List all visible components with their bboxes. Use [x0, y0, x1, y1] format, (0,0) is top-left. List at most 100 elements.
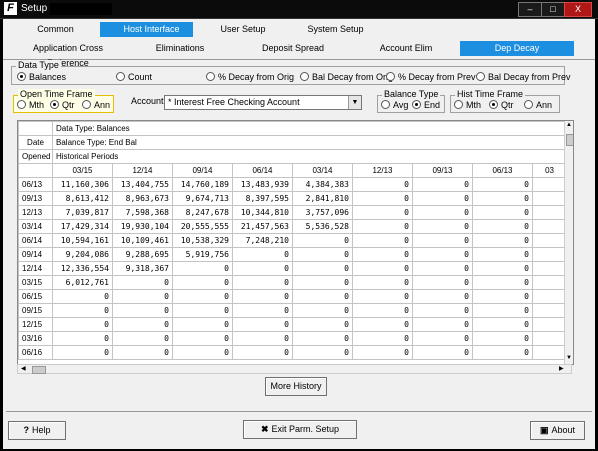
scroll-right-icon[interactable]: ▶	[559, 366, 564, 372]
value-cell[interactable]: 5,536,528	[292, 219, 353, 234]
value-cell[interactable]: 0	[412, 205, 473, 220]
value-cell[interactable]: 0	[352, 345, 413, 360]
value-cell[interactable]: 0	[412, 247, 473, 262]
value-cell[interactable]: 0	[172, 275, 233, 290]
value-cell[interactable]	[531, 219, 568, 234]
value-cell[interactable]: 0	[52, 303, 113, 318]
value-cell[interactable]: 0	[472, 247, 533, 262]
value-cell[interactable]: 0	[292, 289, 353, 304]
value-cell[interactable]	[531, 247, 568, 262]
value-cell[interactable]: 0	[412, 331, 473, 346]
value-cell[interactable]: 0	[352, 275, 413, 290]
value-cell[interactable]: 8,397,595	[232, 191, 293, 206]
hist-ann-option[interactable]: Ann	[524, 100, 552, 110]
vertical-scroll-thumb[interactable]	[566, 134, 573, 146]
value-cell[interactable]: 0	[292, 317, 353, 332]
value-cell[interactable]: 0	[352, 289, 413, 304]
value-cell[interactable]: 0	[472, 205, 533, 220]
tab-common[interactable]: Common	[13, 22, 98, 37]
scroll-left-icon[interactable]: ◀	[21, 366, 26, 372]
value-cell[interactable]: 0	[52, 331, 113, 346]
value-cell[interactable]: 0	[292, 275, 353, 290]
value-cell[interactable]: 0	[292, 247, 353, 262]
value-cell[interactable]: 0	[352, 303, 413, 318]
balance-avg-option[interactable]: Avg	[381, 100, 408, 110]
value-cell[interactable]: 2,841,810	[292, 191, 353, 206]
value-cell[interactable]: 0	[292, 303, 353, 318]
value-cell[interactable]: 0	[472, 191, 533, 206]
scroll-down-icon[interactable]: ▼	[566, 355, 572, 361]
balance-end-option[interactable]: End	[412, 100, 440, 110]
value-cell[interactable]: 0	[412, 317, 473, 332]
open-ann-option[interactable]: Ann	[82, 100, 110, 110]
tab-application-cross-reference[interactable]: Application Cross Reference	[12, 41, 124, 68]
data-type-pct-decay-orig-option[interactable]: % Decay from Orig	[206, 72, 294, 82]
value-cell[interactable]: 8,963,673	[112, 191, 173, 206]
vertical-scrollbar[interactable]: ▲ ▼	[564, 121, 573, 364]
value-cell[interactable]: 0	[292, 233, 353, 248]
value-cell[interactable]: 0	[472, 289, 533, 304]
value-cell[interactable]: 3,757,096	[292, 205, 353, 220]
value-cell[interactable]: 0	[232, 303, 293, 318]
value-cell[interactable]: 4,384,383	[292, 177, 353, 192]
value-cell[interactable]: 0	[352, 233, 413, 248]
value-cell[interactable]: 0	[232, 289, 293, 304]
value-cell[interactable]: 8,613,412	[52, 191, 113, 206]
value-cell[interactable]	[531, 177, 568, 192]
minimize-button[interactable]: –	[518, 2, 542, 17]
value-cell[interactable]: 0	[472, 345, 533, 360]
value-cell[interactable]: 13,404,755	[112, 177, 173, 192]
value-cell[interactable]: 12,336,554	[52, 261, 113, 276]
value-cell[interactable]: 0	[52, 289, 113, 304]
value-cell[interactable]: 0	[352, 317, 413, 332]
value-cell[interactable]: 0	[472, 317, 533, 332]
value-cell[interactable]: 0	[472, 177, 533, 192]
value-cell[interactable]: 5,919,756	[172, 247, 233, 262]
value-cell[interactable]: 0	[412, 233, 473, 248]
value-cell[interactable]: 0	[412, 261, 473, 276]
value-cell[interactable]: 0	[172, 261, 233, 276]
value-cell[interactable]: 0	[352, 205, 413, 220]
data-type-bal-decay-prev-option[interactable]: Bal Decay from Prev	[476, 72, 571, 82]
value-cell[interactable]: 9,204,086	[52, 247, 113, 262]
value-cell[interactable]: 0	[412, 289, 473, 304]
about-button[interactable]: ▣ About	[530, 421, 585, 440]
hist-mth-option[interactable]: Mth	[454, 100, 481, 110]
more-history-button[interactable]: More History	[265, 377, 327, 396]
value-cell[interactable]: 8,247,678	[172, 205, 233, 220]
value-cell[interactable]	[531, 317, 568, 332]
value-cell[interactable]: 14,760,189	[172, 177, 233, 192]
value-cell[interactable]	[531, 261, 568, 276]
value-cell[interactable]: 0	[472, 275, 533, 290]
value-cell[interactable]: 0	[172, 345, 233, 360]
help-button[interactable]: ? Help	[8, 421, 66, 440]
value-cell[interactable]: 20,555,555	[172, 219, 233, 234]
tab-eliminations[interactable]: Eliminations	[130, 41, 230, 56]
value-cell[interactable]: 0	[232, 317, 293, 332]
data-type-count-option[interactable]: Count	[116, 72, 152, 82]
data-type-balances-option[interactable]: Balances	[17, 72, 66, 82]
horizontal-scroll-thumb[interactable]	[32, 366, 46, 374]
value-cell[interactable]: 0	[412, 219, 473, 234]
value-cell[interactable]	[531, 289, 568, 304]
value-cell[interactable]: 0	[112, 317, 173, 332]
value-cell[interactable]: 0	[352, 331, 413, 346]
value-cell[interactable]: 0	[412, 303, 473, 318]
data-type-pct-decay-prev-option[interactable]: % Decay from Prev	[386, 72, 476, 82]
value-cell[interactable]: 0	[352, 261, 413, 276]
chevron-down-icon[interactable]: ▼	[348, 96, 361, 109]
open-qtr-option[interactable]: Qtr	[50, 100, 75, 110]
value-cell[interactable]	[531, 303, 568, 318]
value-cell[interactable]: 0	[472, 261, 533, 276]
value-cell[interactable]: 7,248,210	[232, 233, 293, 248]
value-cell[interactable]: 0	[292, 261, 353, 276]
value-cell[interactable]: 0	[412, 345, 473, 360]
horizontal-scrollbar[interactable]: ◀ ▶	[17, 364, 572, 374]
value-cell[interactable]: 0	[472, 219, 533, 234]
value-cell[interactable]: 9,288,695	[112, 247, 173, 262]
data-type-bal-decay-orig-option[interactable]: Bal Decay from Orig	[300, 72, 393, 82]
value-cell[interactable]	[531, 275, 568, 290]
value-cell[interactable]	[531, 331, 568, 346]
value-cell[interactable]: 10,344,810	[232, 205, 293, 220]
value-cell[interactable]: 7,598,368	[112, 205, 173, 220]
